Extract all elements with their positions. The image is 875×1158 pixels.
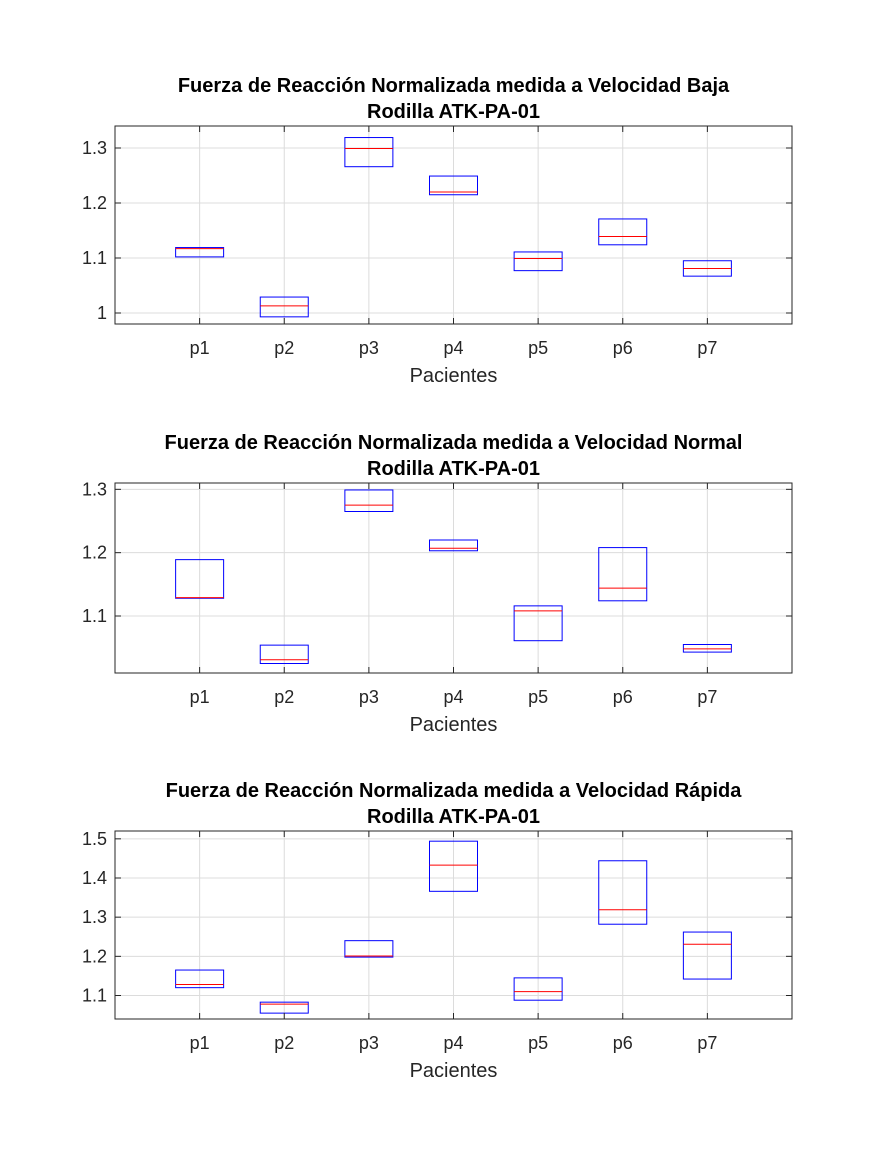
x-tick-label: p2 bbox=[274, 1033, 294, 1053]
y-tick-label: 1.2 bbox=[82, 193, 107, 213]
x-tick-label: p5 bbox=[528, 687, 548, 707]
box-p6 bbox=[598, 218, 648, 246]
x-tick-label: p4 bbox=[443, 1033, 463, 1053]
chart-panel-1: Fuerza de Reacción Normalizada medida a … bbox=[82, 75, 793, 387]
x-tick-label: p7 bbox=[697, 338, 717, 358]
x-tick-label: p7 bbox=[697, 687, 717, 707]
box-p2 bbox=[259, 296, 309, 318]
grid bbox=[115, 126, 792, 324]
y-tick-label: 1.4 bbox=[82, 868, 107, 888]
chart-subtitle: Rodilla ATK-PA-01 bbox=[367, 101, 540, 123]
x-tick-label: p1 bbox=[190, 1033, 210, 1053]
y-tick-label: 1.2 bbox=[82, 946, 107, 966]
box-p5 bbox=[513, 251, 563, 272]
box-p4 bbox=[429, 539, 478, 552]
y-tick-label: 1.1 bbox=[82, 248, 107, 268]
box-p4 bbox=[429, 840, 478, 892]
x-tick-label: p5 bbox=[528, 338, 548, 358]
x-axis-label: Pacientes bbox=[410, 714, 498, 736]
y-tick-label: 1.1 bbox=[82, 986, 107, 1006]
chart-panel-2: Fuerza de Reacción Normalizada medida a … bbox=[82, 432, 793, 736]
x-tick-label: p1 bbox=[190, 687, 210, 707]
grid bbox=[115, 483, 792, 673]
box-p1 bbox=[175, 559, 225, 599]
x-tick-label: p3 bbox=[359, 687, 379, 707]
chart-title: Fuerza de Reacción Normalizada medida a … bbox=[166, 780, 743, 802]
chart-subtitle: Rodilla ATK-PA-01 bbox=[367, 806, 540, 828]
box-p6 bbox=[598, 547, 648, 602]
box-p7 bbox=[682, 644, 732, 653]
x-tick-label: p4 bbox=[443, 338, 463, 358]
y-tick-label: 1.3 bbox=[82, 907, 107, 927]
y-tick-label: 1.3 bbox=[82, 138, 107, 158]
box-p1 bbox=[175, 969, 225, 989]
x-tick-label: p7 bbox=[697, 1033, 717, 1053]
chart-title: Fuerza de Reacción Normalizada medida a … bbox=[165, 432, 743, 454]
y-tick-label: 1 bbox=[97, 303, 107, 323]
box-p6 bbox=[598, 860, 648, 925]
box-p1 bbox=[175, 247, 225, 258]
grid bbox=[115, 831, 792, 1019]
chart-panel-3: Fuerza de Reacción Normalizada medida a … bbox=[82, 780, 793, 1082]
y-tick-label: 1.2 bbox=[82, 543, 107, 563]
x-tick-label: p1 bbox=[190, 338, 210, 358]
x-tick-label: p3 bbox=[359, 338, 379, 358]
box-p3 bbox=[344, 940, 394, 958]
y-tick-label: 1.1 bbox=[82, 606, 107, 626]
x-tick-label: p2 bbox=[274, 687, 294, 707]
box-p7 bbox=[682, 931, 732, 980]
box-p2 bbox=[259, 644, 309, 665]
box-p4 bbox=[429, 175, 478, 196]
x-tick-label: p3 bbox=[359, 1033, 379, 1053]
y-tick-label: 1.5 bbox=[82, 829, 107, 849]
x-axis-label: Pacientes bbox=[410, 1060, 498, 1082]
box-p3 bbox=[344, 137, 394, 168]
box-p3 bbox=[344, 489, 394, 513]
chart-subtitle: Rodilla ATK-PA-01 bbox=[367, 458, 540, 480]
x-tick-label: p6 bbox=[613, 338, 633, 358]
y-tick-label: 1.3 bbox=[82, 479, 107, 499]
x-axis-label: Pacientes bbox=[410, 365, 498, 387]
box-p5 bbox=[513, 977, 563, 1001]
x-tick-label: p6 bbox=[613, 1033, 633, 1053]
x-tick-label: p6 bbox=[613, 687, 633, 707]
chart-title: Fuerza de Reacción Normalizada medida a … bbox=[178, 75, 730, 97]
x-tick-label: p4 bbox=[443, 687, 463, 707]
x-tick-label: p5 bbox=[528, 1033, 548, 1053]
box-p5 bbox=[513, 605, 563, 642]
x-tick-label: p2 bbox=[274, 338, 294, 358]
